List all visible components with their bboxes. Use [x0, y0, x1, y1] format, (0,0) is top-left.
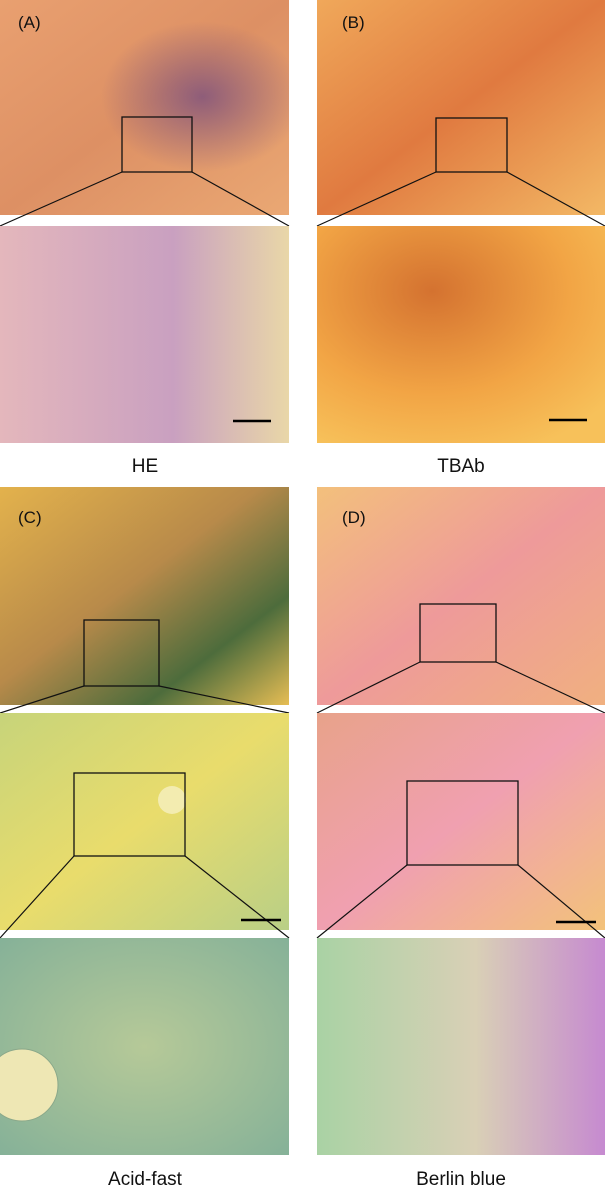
panel-label: (D) — [342, 508, 366, 527]
zoom-line — [158, 685, 290, 714]
micrograph — [317, 487, 605, 705]
zoom-line — [0, 685, 85, 714]
zoom-box — [73, 772, 186, 857]
micrograph — [317, 713, 605, 930]
micrograph — [0, 713, 289, 930]
panel-caption: TBAb — [437, 456, 485, 477]
zoom-line — [316, 171, 437, 227]
micrograph — [317, 0, 605, 215]
panel-label: (C) — [18, 508, 42, 527]
zoom-box — [83, 619, 160, 687]
panel-caption: HE — [132, 456, 158, 477]
zoom-line — [316, 864, 408, 939]
panel-caption: Acid-fast — [108, 1169, 183, 1190]
micrograph — [317, 938, 605, 1155]
panel-caption: Berlin blue — [416, 1169, 506, 1190]
zoom-line — [495, 661, 605, 714]
panel-label: (B) — [342, 13, 365, 32]
zoom-line — [0, 171, 123, 227]
vessel — [0, 1048, 59, 1122]
micrograph — [317, 226, 605, 443]
zoom-line — [184, 855, 290, 939]
vessel — [158, 786, 186, 814]
zoom-box — [121, 116, 193, 173]
micrograph — [0, 938, 289, 1155]
zoom-line — [506, 171, 605, 227]
micrograph-overlay — [0, 0, 289, 215]
zoom-line — [0, 855, 75, 939]
micrograph — [0, 487, 289, 705]
zoom-box — [435, 117, 508, 173]
micrograph — [0, 226, 289, 443]
panel-label: (A) — [18, 13, 41, 32]
zoom-line — [316, 661, 421, 714]
zoom-box — [406, 780, 519, 866]
zoom-box — [419, 603, 497, 663]
zoom-line — [191, 171, 290, 227]
zoom-line — [517, 864, 605, 939]
